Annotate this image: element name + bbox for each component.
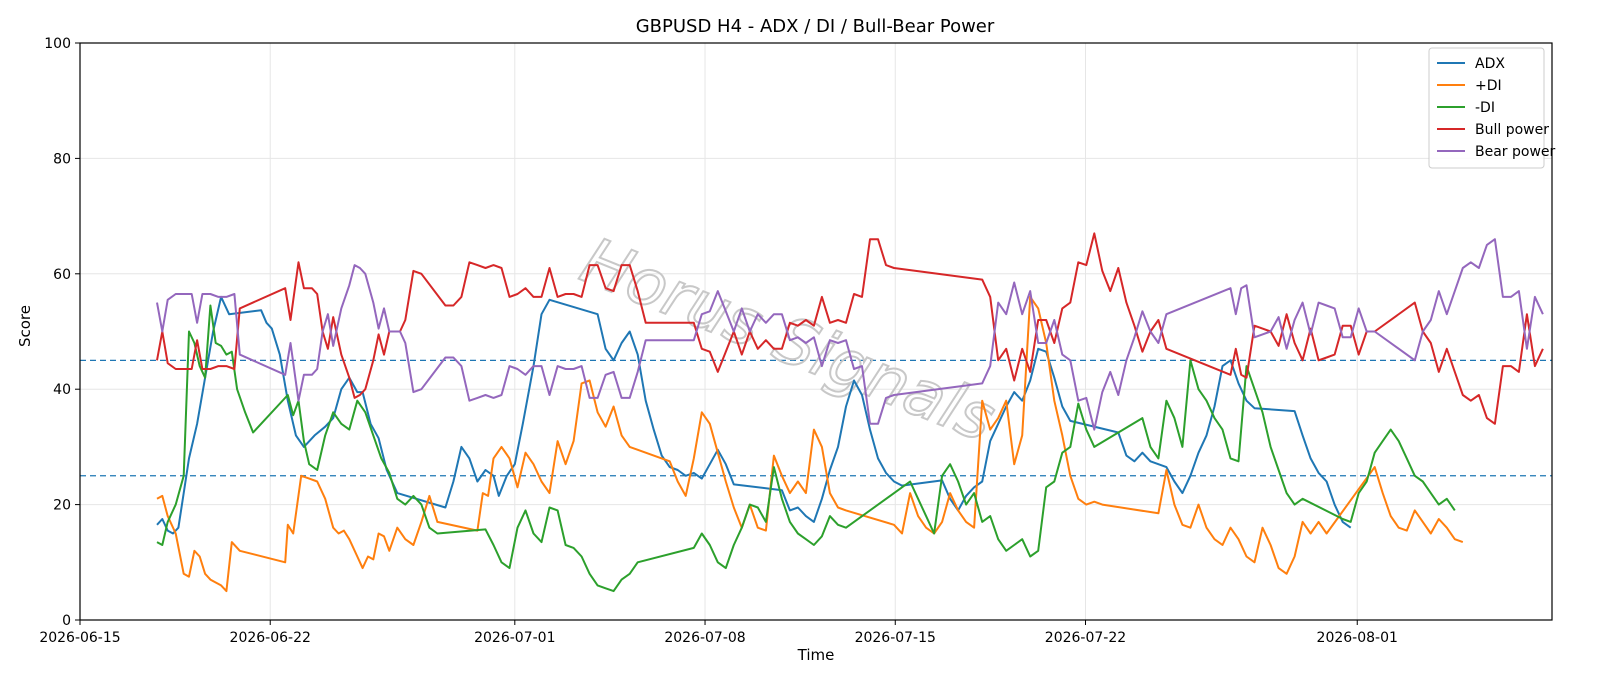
x-tick-label: 2026-07-15	[855, 630, 936, 646]
grid	[79, 42, 1552, 621]
plot-frame	[79, 42, 1553, 621]
y-tick-label: 80	[53, 151, 71, 167]
reference-lines	[80, 359, 1552, 477]
y-axis-label: Score	[16, 305, 34, 347]
legend: ADX +DI -DI Bull power Bear power	[1428, 47, 1556, 169]
x-tick-label: 2026-07-01	[474, 630, 555, 646]
x-tick-label: 2026-08-01	[1317, 630, 1398, 646]
legend-label: -DI	[1475, 100, 1495, 116]
y-tick-label: 20	[53, 498, 71, 514]
y-tick-label: 0	[62, 613, 71, 629]
legend-box	[1428, 47, 1545, 169]
series-line-bear-power	[156, 238, 1544, 431]
legend-label: +DI	[1475, 78, 1502, 94]
x-axis-ticks: 2026-06-15 2026-06-22 2026-07-01 2026-07-08…	[39, 620, 1398, 646]
y-axis-ticks: 0 20 40 60 80 100	[44, 36, 80, 629]
legend-label: Bull power	[1475, 122, 1549, 138]
series-line-bull-power	[156, 232, 1544, 425]
legend-label: ADX	[1475, 56, 1505, 72]
chart-title: GBPUSD H4 - ADX / DI / Bull-Bear Power	[636, 16, 995, 37]
x-axis-label: Time	[797, 646, 835, 664]
x-tick-label: 2026-06-15	[39, 630, 120, 646]
y-tick-label: 40	[53, 382, 71, 398]
y-tick-label: 100	[44, 36, 71, 52]
series-line-di	[156, 295, 1464, 593]
series-line-adx	[156, 295, 1352, 535]
x-tick-label: 2026-06-22	[230, 630, 311, 646]
legend-label: Bear power	[1475, 144, 1556, 160]
series-line-di	[156, 304, 1456, 593]
y-tick-label: 60	[53, 267, 71, 283]
series-lines	[156, 232, 1544, 593]
x-tick-label: 2026-07-08	[664, 630, 745, 646]
x-tick-label: 2026-07-22	[1045, 630, 1126, 646]
